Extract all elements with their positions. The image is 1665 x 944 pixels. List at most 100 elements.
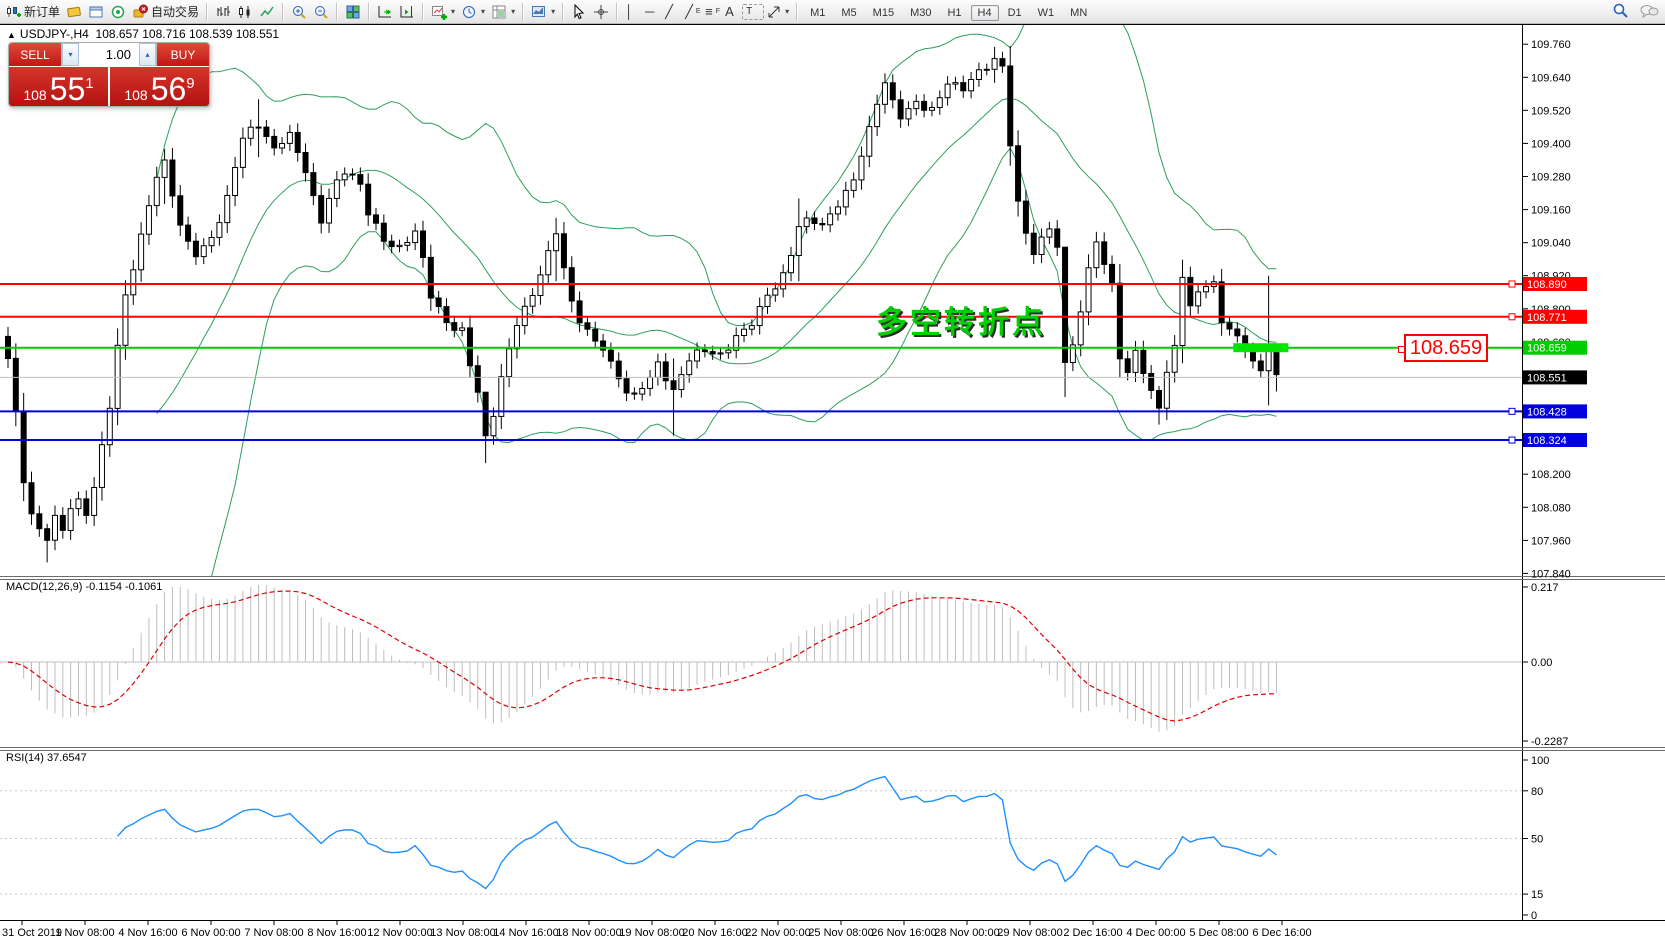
timeframe-W1[interactable]: W1 (1037, 6, 1055, 19)
svg-text:80: 80 (1531, 786, 1543, 798)
svg-text:109.400: 109.400 (1531, 138, 1571, 150)
horizontal-line-button[interactable]: ─ (645, 3, 655, 19)
svg-text:4 Nov 16:00: 4 Nov 16:00 (118, 927, 177, 939)
svg-text:20 Nov 16:00: 20 Nov 16:00 (682, 927, 747, 939)
candlesticks (5, 46, 1280, 563)
timeframe-MN[interactable]: MN (1070, 6, 1088, 19)
chart-text-annotation[interactable]: 多空转折点 (876, 305, 1046, 340)
svg-text:109.520: 109.520 (1531, 105, 1571, 117)
svg-text:100: 100 (1531, 755, 1549, 767)
new-order-button[interactable]: 新订单 (2, 2, 63, 22)
svg-text:108.200: 108.200 (1531, 469, 1571, 481)
shapes-button[interactable]: ▾ (764, 2, 792, 22)
chart-shift-button[interactable] (396, 2, 418, 22)
svg-text:107.840: 107.840 (1531, 568, 1571, 580)
horizontal-level-lines[interactable] (0, 280, 1522, 444)
cursor-button[interactable] (568, 2, 590, 22)
ohlc-low: 108.539 (188, 27, 233, 41)
pane-splitter-rsi[interactable] (0, 747, 1665, 751)
rsi-indicator (0, 775, 1522, 895)
timeframe-H4[interactable]: H4 (970, 4, 999, 21)
timeframe-H1[interactable]: H1 (947, 6, 962, 19)
auto-scroll-button[interactable] (374, 2, 396, 22)
svg-text:4 Dec 00:00: 4 Dec 00:00 (1126, 927, 1185, 939)
chart-line-button[interactable] (256, 2, 278, 22)
sell-price-figure: 108 (23, 87, 47, 103)
buy-price-pips: 56 (150, 71, 187, 107)
volume-input[interactable]: 1.00 (105, 47, 131, 62)
autotrading-button[interactable]: 自动交易 (129, 2, 202, 22)
periods-button[interactable]: ▾ (458, 2, 488, 22)
indicators-icon (432, 5, 448, 20)
fibonacci-button[interactable]: ≡ F (705, 3, 720, 19)
autotrading-icon (133, 4, 149, 17)
trendline-button[interactable]: ╱ (665, 3, 673, 19)
volume-increase-button[interactable]: ▴ (139, 43, 156, 66)
tile-windows-button[interactable] (342, 2, 364, 22)
data-window-icon (89, 6, 103, 17)
collapse-panel-icon[interactable]: ▲ (7, 30, 16, 40)
svg-text:31 Oct 2019: 31 Oct 2019 (2, 927, 62, 939)
chart-shift-icon (400, 5, 414, 17)
chat-icon[interactable] (1639, 3, 1659, 19)
svg-text:18 Nov 00:00: 18 Nov 00:00 (556, 927, 621, 939)
svg-text:6 Nov 00:00: 6 Nov 00:00 (181, 927, 240, 939)
shapes-icon (768, 6, 780, 17)
main-toolbar: 新订单 自动交易 ▾ ▾ ▾ ▾ │ ─ ╱ ╱ E ≡ F A T ▾ M1 M5 M… (0, 0, 1665, 24)
timeframe-M1[interactable]: M1 (810, 6, 826, 19)
chart-line-icon (260, 6, 274, 16)
svg-text:15: 15 (1531, 889, 1543, 901)
svg-text:109.640: 109.640 (1531, 72, 1571, 84)
svg-text:109.760: 109.760 (1531, 39, 1571, 51)
new-order-icon (7, 5, 21, 17)
svg-text:0.00: 0.00 (1531, 657, 1552, 669)
timeframe-D1[interactable]: D1 (1007, 6, 1022, 19)
timeframe-M30[interactable]: M30 (910, 6, 932, 19)
crosshair-button[interactable] (590, 2, 612, 22)
chart-bars-button[interactable] (212, 2, 234, 22)
buy-button[interactable]: BUY (157, 43, 209, 66)
market-watch-icon (67, 6, 81, 17)
zoom-out-button[interactable] (310, 2, 332, 22)
indicators-button[interactable]: ▾ (428, 2, 458, 22)
zoom-in-button[interactable] (288, 2, 310, 22)
chart-style-button[interactable]: ▾ (528, 2, 558, 22)
search-icon[interactable] (1612, 2, 1629, 19)
vertical-line-button[interactable]: │ (625, 3, 634, 19)
market-watch-button[interactable] (63, 2, 85, 22)
sell-price-display[interactable]: 108 55 1 (9, 67, 108, 106)
macd-pane-label: MACD(12,26,9) -0.1154 -0.1061 (6, 581, 163, 593)
rsi-pane-label: RSI(14) 37.6547 (6, 752, 87, 764)
svg-text:-0.2287: -0.2287 (1531, 736, 1568, 748)
price-level-callout[interactable]: 108.659 (1398, 334, 1488, 362)
svg-text:0.217: 0.217 (1531, 582, 1559, 594)
buy-price-display[interactable]: 108 56 9 (110, 67, 209, 106)
svg-text:109.040: 109.040 (1531, 238, 1571, 250)
timeframe-M5[interactable]: M5 (841, 6, 857, 19)
terminal-icon (111, 5, 125, 18)
terminal-button[interactable] (107, 2, 129, 22)
svg-text:50: 50 (1531, 834, 1543, 846)
chart-candles-button[interactable] (234, 2, 256, 22)
svg-text:14 Nov 16:00: 14 Nov 16:00 (493, 927, 558, 939)
price-axis[interactable]: 109.760 109.640 109.520 109.400 109.280 109.1… (1523, 39, 1587, 922)
templates-button[interactable]: ▾ (488, 2, 518, 22)
channel-button[interactable]: ╱ E (685, 3, 701, 19)
pane-splitter-macd[interactable] (0, 576, 1665, 580)
text-button[interactable]: A (725, 3, 734, 19)
svg-text:13 Nov 08:00: 13 Nov 08:00 (430, 927, 495, 939)
svg-text:2 Dec 16:00: 2 Dec 16:00 (1063, 927, 1122, 939)
sell-button[interactable]: SELL (9, 43, 61, 66)
timeframe-M15[interactable]: M15 (872, 6, 895, 19)
label-button[interactable]: T (742, 3, 765, 20)
chart-style-icon (532, 5, 546, 17)
volume-decrease-button[interactable]: ▾ (62, 43, 79, 66)
svg-text:19 Nov 08:00: 19 Nov 08:00 (619, 927, 684, 939)
svg-text:5 Dec 08:00: 5 Dec 08:00 (1189, 927, 1248, 939)
svg-text:0: 0 (1531, 910, 1537, 922)
data-window-button[interactable] (85, 2, 107, 22)
ohlc-high: 108.716 (142, 27, 186, 41)
